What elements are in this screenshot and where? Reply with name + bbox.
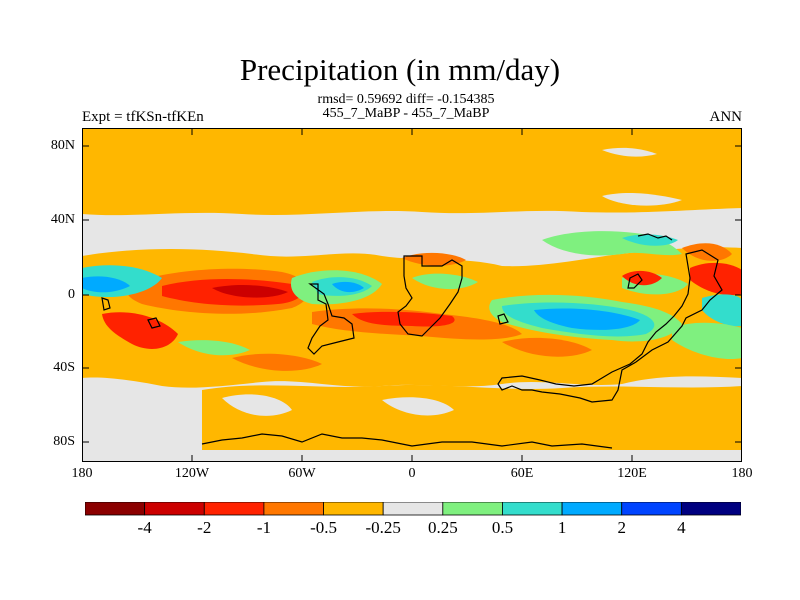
indian-ocean-more-wet [534,308,640,330]
arctic-neutral-patch-2 [602,193,682,206]
stats-experiment-ids: 455_7_MaBP - 455_7_MaBP [322,106,490,121]
south-pacific-dry [102,312,178,349]
equatorial-pacific-core-dry [212,285,288,298]
colorbar-swatch [680,502,741,516]
southern-neutral-patch-2 [382,397,454,416]
colorbar-swatch [621,502,682,516]
colorbar [85,502,741,516]
x-tick-label: 60W [288,466,316,481]
season-label: ANN [709,109,743,125]
south-pacific-green [178,340,250,356]
colorbar-label: 0.25 [427,518,458,537]
stats-block: rmsd= 0.59692 diff= -0.154385 455_7_MaBP… [0,93,800,121]
colorbar-label: -2 [197,518,212,537]
colorbar-label: -1 [256,518,271,537]
experiment-label: Expt = tfKSn-tfKEn [82,109,204,125]
colorbar-label: -0.5 [310,518,337,537]
x-tick-label: 120E [617,466,647,481]
colorbar-swatch [323,502,384,516]
y-tick-label: 80N [50,138,75,153]
colorbar-swatch [203,502,265,516]
colorbar-label: 1 [557,518,567,537]
east-pacific-green [672,322,742,360]
x-tick-label: 60E [510,466,534,481]
central-more-wet [332,281,364,293]
sub-tropical-dry [232,353,322,371]
colorbar-label: -4 [137,518,152,537]
southern-neutral-patch [222,394,292,416]
east-pacific-wet [702,294,742,327]
colorbar-swatch [502,502,563,516]
colorbar-label: -0.25 [365,518,401,537]
colorbar-label: 2 [617,518,626,537]
colorbar-swatch [382,502,444,516]
map-ticks [82,128,742,462]
x-tick-label: 180 [71,466,93,481]
x-tick-label: 120W [174,466,210,481]
colorbar-swatch [85,502,146,516]
atlantic-strong-dry [352,311,455,327]
arctic-dry-band [82,128,742,216]
colorbar-swatch [561,502,623,516]
x-tick-label: 0 [408,466,416,481]
chart-title: Precipitation (in mm/day) [239,52,561,87]
coastlines [101,233,723,449]
colorbar-label: 0.5 [491,518,514,537]
colorbar-swatch [144,502,205,516]
colorbar-label: 4 [677,518,686,537]
nh-wet-patch [622,234,678,246]
x-tick-label: 180 [731,466,753,481]
precipitation-map [82,128,742,462]
y-tick-label: 40N [50,212,75,227]
arctic-neutral-patch [602,147,657,157]
y-tick-label: 40S [53,360,75,375]
west-pacific-more-wet [82,276,130,293]
y-tick-label: 80S [53,434,75,449]
colorbar-swatch [263,502,324,516]
south-indian-dry [502,337,592,357]
stats-rmsd-diff: rmsd= 0.59692 diff= -0.154385 [317,92,495,107]
y-tick-label: 0 [68,287,75,302]
maritime-dry [622,270,662,286]
nh-orange-pac [682,243,732,261]
colorbar-swatch [442,502,503,516]
southern-dry-band [202,385,742,450]
